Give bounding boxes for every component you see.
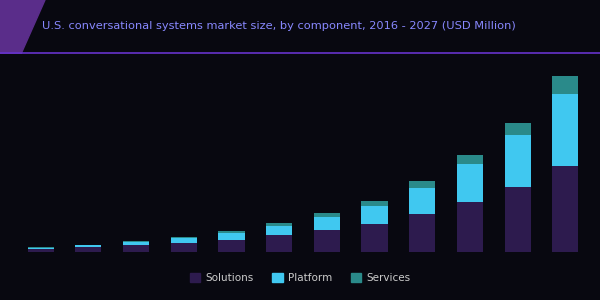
Bar [505, 187, 531, 252]
Bar [409, 214, 436, 252]
Bar [218, 240, 245, 252]
Bar [123, 245, 149, 252]
Bar [170, 237, 197, 238]
Bar [505, 123, 531, 136]
Bar [123, 241, 149, 242]
Bar [552, 94, 578, 166]
Bar [28, 249, 54, 252]
Bar [266, 236, 292, 252]
Polygon shape [0, 0, 45, 54]
Bar [505, 136, 531, 187]
Bar [75, 245, 101, 248]
Bar [123, 242, 149, 245]
Bar [314, 217, 340, 230]
Bar [314, 213, 340, 217]
Bar [552, 166, 578, 252]
Legend: Solutions, Platform, Services: Solutions, Platform, Services [185, 269, 415, 288]
Bar [361, 206, 388, 224]
Bar [170, 238, 197, 243]
Bar [170, 243, 197, 252]
Bar [218, 231, 245, 233]
Text: U.S. conversational systems market size, by component, 2016 - 2027 (USD Million): U.S. conversational systems market size,… [42, 21, 516, 31]
Bar [266, 226, 292, 236]
Bar [75, 248, 101, 252]
Bar [266, 223, 292, 226]
Bar [218, 233, 245, 240]
Bar [457, 164, 483, 202]
Bar [552, 76, 578, 94]
Bar [409, 188, 436, 214]
Bar [457, 202, 483, 252]
Bar [361, 224, 388, 252]
Bar [361, 201, 388, 206]
Bar [409, 181, 436, 188]
Bar [314, 230, 340, 252]
Bar [28, 248, 54, 249]
Bar [457, 155, 483, 164]
